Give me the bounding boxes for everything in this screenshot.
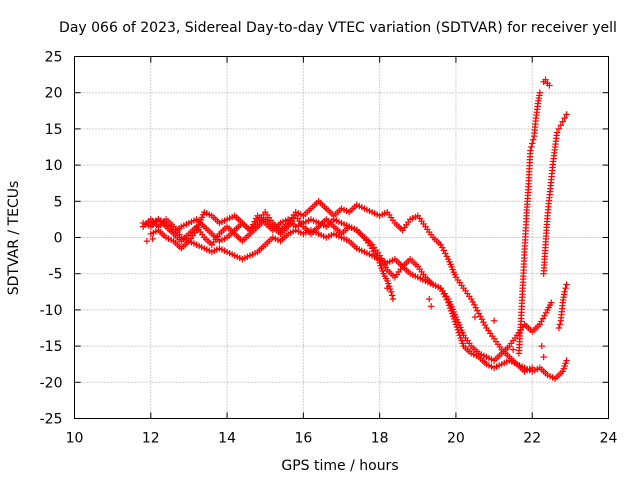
data-point	[387, 288, 395, 295]
data-point	[426, 295, 433, 303]
data-point	[529, 136, 537, 143]
data-point	[374, 256, 382, 264]
data-point	[561, 114, 568, 122]
data-point	[528, 143, 535, 151]
data-point	[563, 281, 570, 288]
data-point	[474, 307, 481, 314]
x-tick-label: 18	[371, 431, 389, 447]
data-point	[557, 122, 565, 129]
data-point	[563, 357, 570, 364]
data-point	[437, 284, 444, 292]
data-point	[443, 296, 450, 303]
data-point	[246, 227, 254, 234]
data-point	[373, 253, 380, 261]
data-point	[471, 301, 478, 309]
data-point	[539, 315, 547, 322]
data-point	[251, 218, 258, 225]
data-point	[536, 321, 544, 328]
data-point	[481, 321, 489, 329]
data-point	[440, 247, 447, 254]
data-point	[538, 342, 545, 350]
data-point	[472, 304, 479, 311]
y-tick-label: 10	[45, 158, 63, 174]
y-tick-label: 5	[54, 194, 63, 210]
data-point	[475, 310, 483, 317]
y-axis-title: SDTVAR / TECUs	[6, 181, 22, 296]
data-point	[437, 241, 444, 248]
data-point	[438, 287, 446, 295]
data-point	[478, 316, 486, 323]
data-point	[527, 147, 534, 154]
data-point	[368, 245, 376, 252]
data-point	[469, 298, 476, 306]
y-tick-label: -15	[40, 339, 63, 355]
data-point	[427, 303, 435, 310]
data-point	[252, 215, 260, 222]
data-point	[442, 293, 449, 301]
y-tick-label: -25	[40, 412, 63, 428]
data-point	[563, 111, 570, 118]
x-tick-label: 12	[142, 431, 160, 447]
data-point	[371, 250, 379, 258]
axis-ticks: 10 12 14 16 18 20 22 24 -25 -20 -15 -10 -5 0 5 10 15 20 25	[40, 50, 618, 447]
y-tick-label: 20	[45, 86, 63, 102]
data-point	[542, 76, 549, 83]
x-tick-label: 10	[66, 431, 84, 447]
data-point	[438, 244, 446, 251]
y-tick-label: -5	[49, 267, 63, 283]
data-point	[442, 250, 449, 257]
data-point	[467, 295, 475, 303]
data-point	[538, 318, 545, 325]
data-point	[536, 89, 544, 96]
data-point	[562, 284, 569, 292]
data-point	[559, 118, 566, 125]
data-point	[561, 288, 568, 295]
data-point	[555, 324, 563, 332]
y-tick-label: 15	[45, 122, 63, 138]
data-point	[540, 353, 547, 361]
y-tick-label: -20	[40, 375, 63, 391]
data-point	[553, 129, 561, 136]
data-point	[370, 248, 377, 255]
data-point	[443, 253, 450, 260]
y-tick-label: 25	[45, 50, 63, 66]
data-point	[548, 299, 555, 306]
data-point	[529, 364, 536, 372]
data-point	[384, 284, 391, 292]
data-point	[541, 312, 548, 319]
data-point	[509, 346, 517, 353]
chart-title: Day 066 of 2023, Sidereal Day-to-day VTE…	[59, 20, 617, 36]
data-point	[389, 295, 397, 303]
x-tick-label: 14	[218, 431, 236, 447]
data-point	[249, 221, 257, 228]
x-tick-label: 22	[523, 431, 541, 447]
data-points	[139, 76, 570, 382]
y-tick-label: -10	[40, 303, 63, 319]
data-point	[490, 317, 498, 324]
data-point	[382, 263, 389, 271]
data-point	[143, 237, 151, 245]
data-point	[542, 309, 550, 316]
data-point	[388, 292, 396, 299]
data-point	[477, 313, 484, 320]
data-point	[546, 82, 553, 89]
x-tick-label: 24	[600, 431, 618, 447]
y-tick-label: 0	[54, 231, 63, 247]
x-tick-label: 20	[447, 431, 465, 447]
data-point	[556, 321, 564, 328]
data-point	[471, 313, 479, 321]
data-point	[440, 290, 447, 298]
data-point	[149, 235, 156, 243]
data-point	[555, 125, 563, 133]
plot-frame	[74, 56, 609, 419]
x-tick-label: 16	[294, 431, 312, 447]
data-point	[248, 224, 255, 231]
data-point	[529, 140, 536, 147]
x-axis-title: GPS time / hours	[281, 458, 398, 474]
data-point	[480, 319, 487, 326]
